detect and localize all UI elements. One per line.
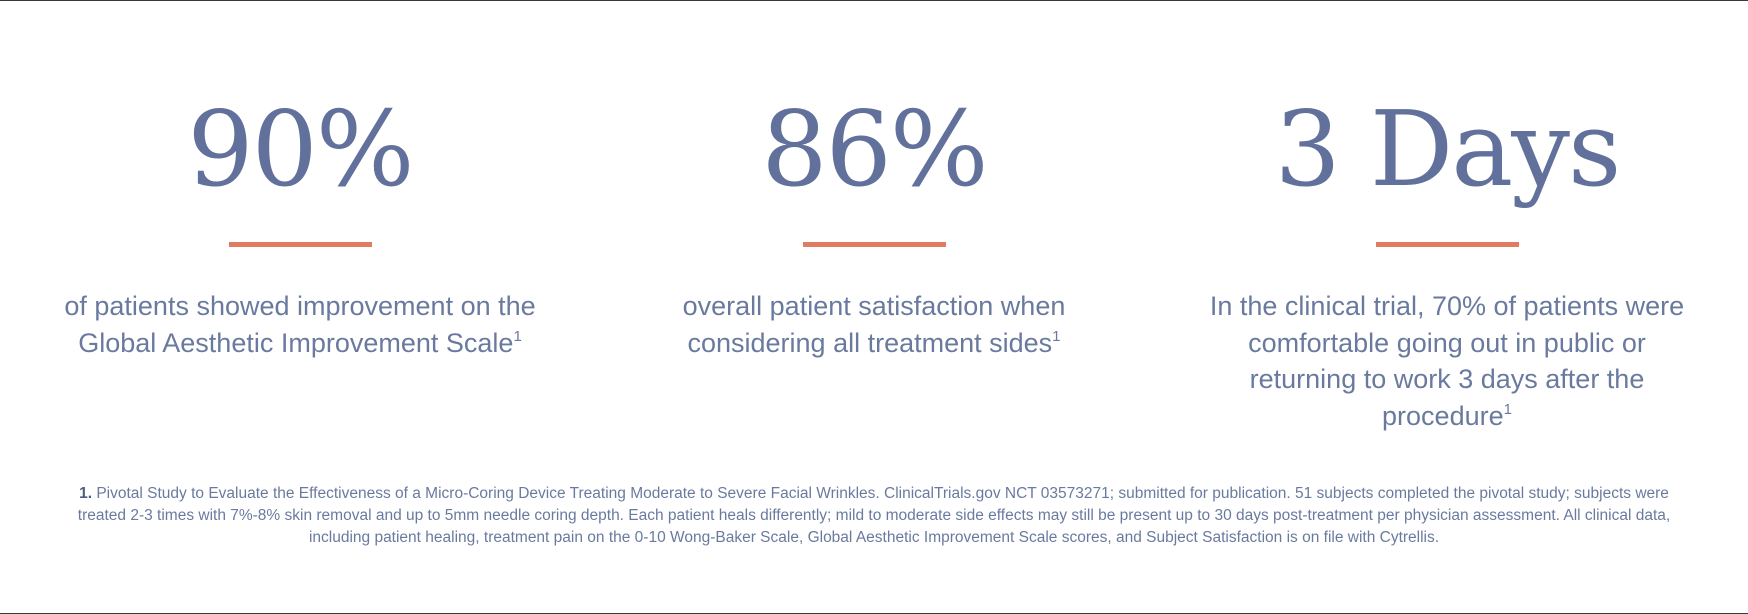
stat-value: 3 Days bbox=[1274, 88, 1622, 210]
stat-description: In the clinical trial, 70% of patients w… bbox=[1207, 288, 1687, 434]
footnote-ref: 1 bbox=[513, 327, 522, 345]
footnote-number: 1. bbox=[79, 485, 93, 502]
stat-value: 86% bbox=[761, 88, 988, 210]
stat-value: 90% bbox=[187, 88, 414, 210]
footnote-ref: 1 bbox=[1503, 400, 1512, 418]
stat-description: overall patient satisfaction when consid… bbox=[634, 288, 1114, 361]
accent-rule bbox=[229, 242, 372, 247]
stats-row: 90% of patients showed improvement on th… bbox=[0, 1, 1748, 471]
footnote-text: Pivotal Study to Evaluate the Effectiven… bbox=[77, 485, 1671, 546]
footnote: 1. Pivotal Study to Evaluate the Effecti… bbox=[70, 483, 1678, 549]
stat-description-text: overall patient satisfaction when consid… bbox=[682, 291, 1066, 358]
footnote-ref: 1 bbox=[1052, 327, 1061, 345]
accent-rule bbox=[1376, 242, 1519, 247]
stat-description: of patients showed improvement on the Gl… bbox=[60, 288, 540, 361]
stat-description-text: In the clinical trial, 70% of patients w… bbox=[1209, 291, 1685, 431]
accent-rule bbox=[803, 242, 946, 247]
stat-description-text: of patients showed improvement on the Gl… bbox=[64, 291, 536, 358]
